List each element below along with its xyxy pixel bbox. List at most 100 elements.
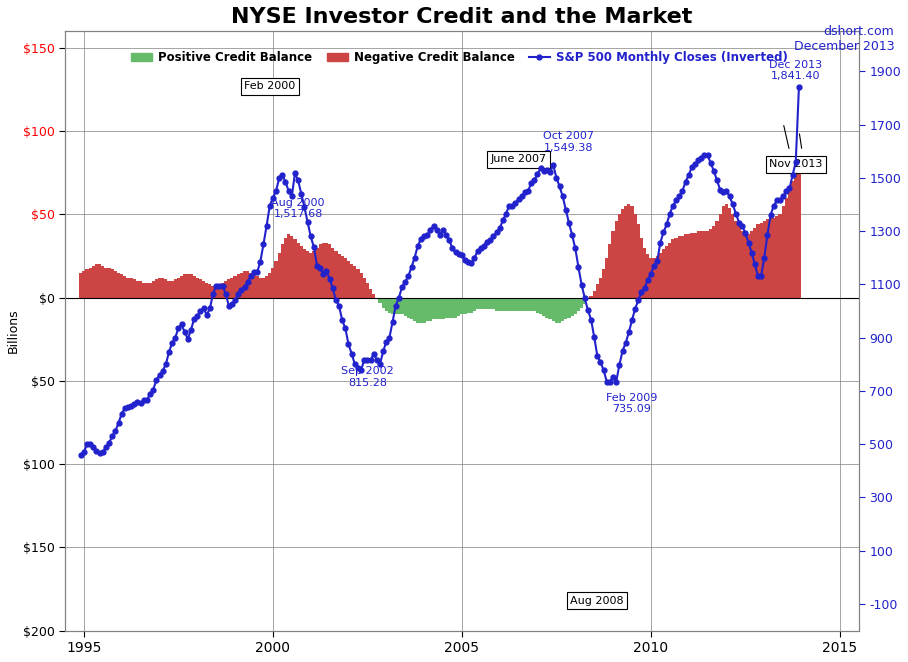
Bar (416, 298, 419, 322)
Text: Oct 2007
1,549.38: Oct 2007 1,549.38 (543, 131, 595, 153)
Bar (677, 236, 681, 298)
Bar (785, 198, 788, 298)
Bar (570, 298, 574, 316)
Bar (293, 240, 297, 298)
Bar (312, 251, 315, 298)
Text: Nov 2013: Nov 2013 (769, 160, 823, 169)
Bar (539, 298, 542, 314)
Bar (202, 281, 205, 298)
Bar (413, 298, 416, 321)
Bar (558, 298, 561, 322)
Bar (794, 173, 797, 298)
Bar (130, 277, 133, 298)
Bar (687, 234, 690, 298)
Bar (527, 298, 529, 311)
Bar (675, 238, 677, 298)
Bar (439, 298, 441, 319)
Bar (385, 298, 388, 311)
Bar (167, 281, 171, 298)
Bar (668, 243, 671, 298)
Bar (649, 258, 653, 298)
Bar (152, 281, 154, 298)
Bar (231, 277, 233, 298)
Bar (297, 243, 300, 298)
Bar (574, 298, 577, 314)
Bar (747, 234, 750, 298)
Bar (602, 269, 606, 298)
Bar (372, 295, 375, 298)
Bar (797, 166, 801, 298)
Bar (731, 214, 735, 298)
Text: Sep 2002
815.28: Sep 2002 815.28 (341, 366, 394, 387)
Bar (615, 221, 617, 298)
Bar (227, 279, 231, 298)
Bar (596, 285, 599, 298)
Bar (725, 205, 728, 298)
Bar (284, 238, 287, 298)
Bar (133, 279, 136, 298)
Bar (212, 286, 214, 298)
Bar (252, 274, 256, 298)
Bar (114, 271, 117, 298)
Bar (611, 231, 615, 298)
Bar (214, 286, 218, 298)
Bar (180, 276, 183, 298)
Bar (510, 298, 514, 311)
Bar (255, 276, 259, 298)
Bar (741, 231, 744, 298)
Text: Aug 2008: Aug 2008 (570, 596, 624, 606)
Bar (564, 298, 568, 319)
Bar (775, 216, 778, 298)
Bar (268, 273, 271, 298)
Bar (117, 273, 120, 298)
Bar (79, 273, 83, 298)
Bar (441, 298, 445, 319)
Bar (476, 298, 479, 309)
Bar (233, 276, 237, 298)
Bar (712, 226, 716, 298)
Bar (529, 298, 533, 311)
Bar (350, 264, 353, 298)
Bar (744, 234, 747, 298)
Bar (546, 298, 548, 318)
Bar (143, 283, 145, 298)
Bar (508, 298, 510, 311)
Bar (640, 238, 643, 298)
Bar (92, 266, 95, 298)
Bar (250, 273, 252, 298)
Bar (769, 218, 772, 298)
Bar (765, 219, 769, 298)
Text: Dec 2013
1,841.40: Dec 2013 1,841.40 (769, 60, 823, 81)
Bar (89, 267, 92, 298)
Bar (381, 298, 385, 308)
Bar (684, 234, 687, 298)
Bar (183, 274, 186, 298)
Text: dshort.com
December 2013: dshort.com December 2013 (794, 25, 894, 53)
Bar (754, 228, 756, 298)
Bar (737, 226, 741, 298)
Bar (583, 298, 587, 305)
Bar (120, 274, 123, 298)
Bar (681, 236, 684, 298)
Bar (379, 298, 381, 303)
Bar (548, 298, 552, 319)
Bar (658, 253, 662, 298)
Bar (265, 276, 268, 298)
Bar (300, 246, 303, 298)
Bar (356, 269, 360, 298)
Bar (259, 277, 262, 298)
Bar (432, 298, 435, 319)
Bar (208, 285, 212, 298)
Bar (555, 298, 558, 322)
Bar (344, 258, 347, 298)
Text: June 2007: June 2007 (490, 154, 547, 164)
Bar (514, 298, 517, 311)
Bar (104, 267, 107, 298)
Bar (190, 274, 192, 298)
Bar (486, 298, 489, 309)
Bar (653, 258, 656, 298)
Bar (690, 233, 694, 298)
Bar (763, 221, 765, 298)
Bar (637, 224, 640, 298)
Bar (369, 289, 372, 298)
